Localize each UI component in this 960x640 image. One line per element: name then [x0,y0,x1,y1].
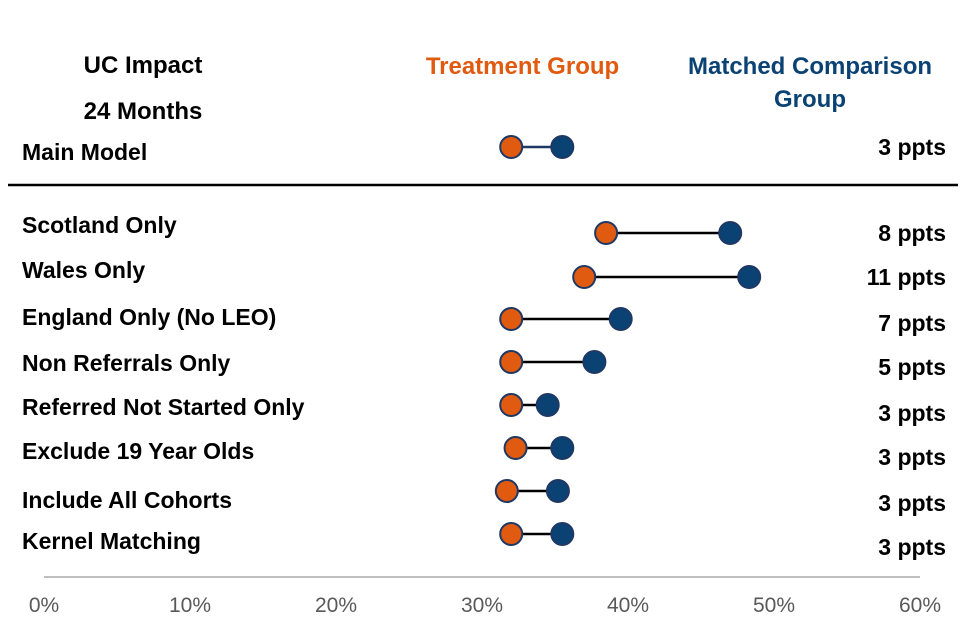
x-tick-label: 30% [461,594,503,617]
row-label: Wales Only [22,257,145,283]
chart-row: Referred Not Started Only 3 ppts [22,393,946,426]
chart-row: England Only (No LEO) 7 ppts [22,304,946,336]
chart-row: Exclude 19 Year Olds 3 ppts [22,436,946,470]
chart-row: Main Model 3 ppts [22,134,946,165]
difference-label: 5 ppts [878,354,946,380]
comparison-point [545,479,570,503]
difference-label: 3 ppts [878,134,946,160]
comparison-point [582,350,607,374]
difference-label: 8 ppts [878,220,946,246]
treatment-point [499,135,524,159]
chart-row: Kernel Matching 3 ppts [22,522,946,560]
difference-label: 3 ppts [878,534,946,560]
row-label: Main Model [22,139,147,165]
row-label: Exclude 19 Year Olds [22,438,254,464]
header-comparison-group: Matched Comparison Group [687,53,933,113]
chart-row: Wales Only 11 ppts [22,257,946,290]
x-tick-label: 60% [899,594,941,617]
comparison-point [550,522,575,546]
header-impact-line2: 24 Months [83,98,203,125]
chart-row: Include All Cohorts 3 ppts [22,479,946,516]
x-tick-label: 20% [315,594,357,617]
difference-label: 11 ppts [867,264,946,290]
chart-row: Non Referrals Only 5 ppts [22,350,946,380]
treatment-point [499,307,524,331]
difference-label: 3 ppts [878,444,946,470]
x-tick-label: 40% [607,594,649,617]
row-label: Scotland Only [22,212,177,238]
row-label: Kernel Matching [22,528,201,554]
row-label: England Only (No LEO) [22,304,276,330]
x-tick-label: 10% [169,594,211,617]
difference-label: 3 ppts [878,400,946,426]
comparison-point [550,436,575,460]
header-impact-line1: UC Impact [83,52,203,79]
treatment-point [503,436,528,460]
comparison-point [550,135,575,159]
treatment-point [572,265,597,289]
treatment-point [499,393,524,417]
difference-label: 7 ppts [878,310,946,336]
treatment-point [499,522,524,546]
treatment-point [594,221,619,245]
difference-label: 3 ppts [878,490,946,516]
treatment-point [494,479,519,503]
chart-row: Scotland Only 8 ppts [22,212,946,246]
x-tick-label: 50% [753,594,795,617]
comparison-point [718,221,743,245]
row-label: Referred Not Started Only [22,394,305,420]
header-treatment-group: Treatment Group [425,53,620,80]
comparison-point [535,393,560,417]
comparison-point [737,265,762,289]
treatment-point [499,350,524,374]
x-tick-label: 0% [29,594,59,617]
row-label: Non Referrals Only [22,350,231,376]
row-label: Include All Cohorts [22,487,232,513]
comparison-point [608,307,633,331]
